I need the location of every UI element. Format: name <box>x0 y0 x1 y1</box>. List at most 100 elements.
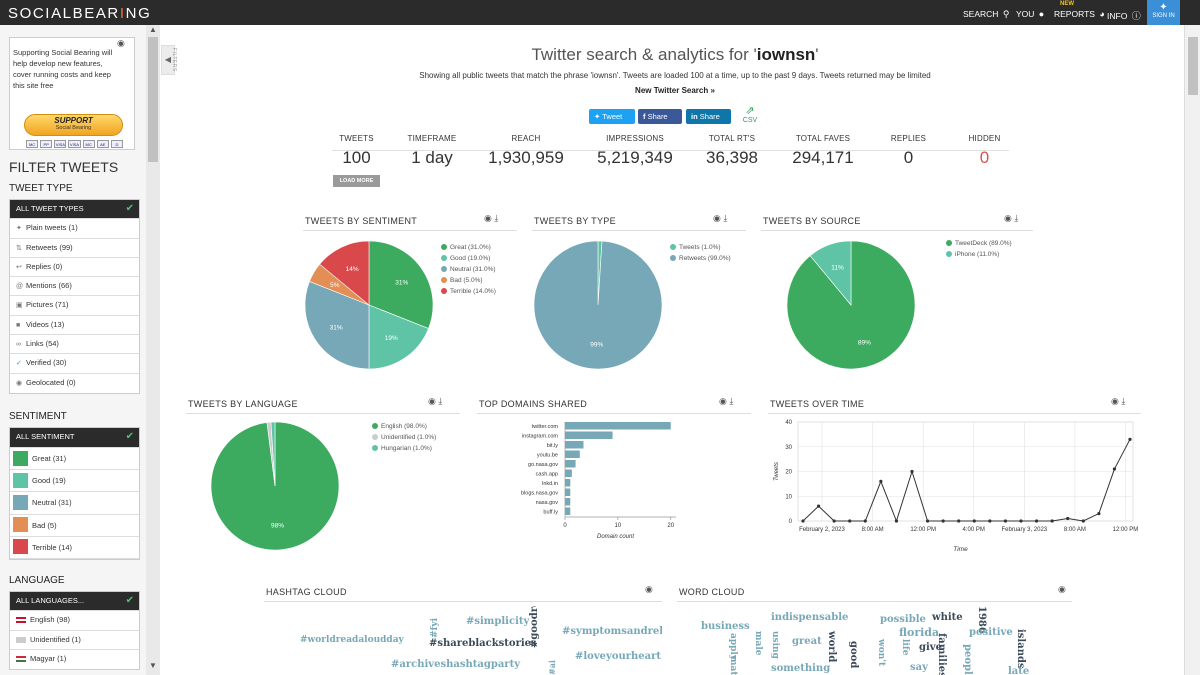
cloud-word[interactable]: great <box>792 636 822 647</box>
filter-sentiment-good[interactable]: Good (19) <box>10 470 139 493</box>
cloud-word[interactable]: good <box>848 641 859 669</box>
line-point[interactable] <box>988 519 992 523</box>
filter-all-tweet-types[interactable]: ALL TWEET TYPES ✔ <box>10 200 139 220</box>
hide-eye-icon[interactable]: ◉ <box>117 38 125 48</box>
pie-slice-great[interactable] <box>368 240 434 329</box>
bar-twitter.com[interactable] <box>565 422 671 430</box>
cloud-word[interactable]: #ai <box>547 660 557 675</box>
bar-lnkd.in[interactable] <box>565 479 571 487</box>
cloud-word[interactable]: #fyi <box>430 617 440 638</box>
filter-geolocated[interactable]: ◉ Geolocated (0) <box>10 374 139 393</box>
legend-item[interactable]: iPhone (11.0%) <box>946 249 1012 260</box>
cloud-word[interactable]: #loveyourheart <box>575 651 662 662</box>
cloud-word[interactable]: #worldreadaloudday <box>300 635 404 645</box>
filter-sentiment-bad[interactable]: Bad (5) <box>10 515 139 537</box>
nav-info[interactable]: INFO ⓘ <box>1107 11 1141 21</box>
line-point[interactable] <box>1112 467 1117 471</box>
download-icon[interactable]: ⤓ <box>723 213 728 223</box>
tweet-share-button[interactable]: ✦ Tweet <box>589 109 635 124</box>
pie-slice-hungarian[interactable] <box>270 421 276 487</box>
line-point[interactable] <box>863 519 867 523</box>
filter-plain-tweets[interactable]: ✦ Plain tweets (1) <box>10 219 139 239</box>
eye-icon[interactable]: ◉ <box>645 584 653 594</box>
scroll-up-arrow-icon[interactable]: ▲ <box>149 25 157 34</box>
legend-item[interactable]: Retweets (99.0%) <box>670 253 731 264</box>
filter-pictures[interactable]: ▣ Pictures (71) <box>10 296 139 316</box>
linkedin-share-button[interactable]: in Share <box>686 109 731 124</box>
new-search-link[interactable]: New Twitter Search » <box>635 86 715 95</box>
filter-links[interactable]: ∞ Links (54) <box>10 335 139 355</box>
eye-icon[interactable]: ◉ <box>1111 396 1119 406</box>
line-point[interactable] <box>832 519 836 523</box>
download-icon[interactable]: ⤓ <box>494 213 499 223</box>
cloud-word[interactable]: families <box>936 633 947 675</box>
line-point[interactable] <box>879 479 883 483</box>
bar-bit.ly[interactable] <box>565 441 584 449</box>
filter-language-english[interactable]: English (98) <box>10 611 139 631</box>
cloud-word[interactable]: won't <box>876 639 886 667</box>
legend-item[interactable]: Neutral (31.0%) <box>441 264 496 275</box>
line-point[interactable] <box>894 519 899 523</box>
eye-icon[interactable]: ◉ <box>713 213 721 223</box>
legend-item[interactable]: Unidentified (1.0%) <box>372 432 436 443</box>
sentiment-pie-chart[interactable]: 31% 19% 31% 5% 14% <box>300 238 440 373</box>
filter-videos[interactable]: ■ Videos (13) <box>10 316 139 336</box>
line-point[interactable] <box>848 519 852 523</box>
cloud-word[interactable]: florida <box>899 626 940 639</box>
site-logo[interactable]: SOCIALBEARING <box>8 5 152 22</box>
download-icon[interactable]: ⤓ <box>1014 213 1019 223</box>
support-button[interactable]: SUPPORT Social Bearing <box>24 114 123 136</box>
nav-search[interactable]: SEARCH ⚲ <box>963 9 1010 19</box>
page-scrollbar[interactable] <box>1184 25 1200 675</box>
pie-slice-retweets[interactable] <box>533 240 663 370</box>
cloud-word[interactable]: business <box>701 621 750 632</box>
line-point[interactable] <box>925 519 930 523</box>
line-point[interactable] <box>1128 437 1132 441</box>
cloud-word[interactable]: late <box>1008 666 1030 675</box>
line-point[interactable] <box>1003 519 1008 523</box>
line-point[interactable] <box>1050 519 1054 523</box>
bar-blogs.nasa.gov[interactable] <box>565 488 571 497</box>
nav-reports[interactable]: REPORTS ◕ <box>1054 9 1105 19</box>
domains-bar-chart[interactable]: twitter.com instagram.com bit.ly youtu.be go… <box>480 418 750 540</box>
eye-icon[interactable]: ◉ <box>719 396 727 406</box>
line-point[interactable] <box>816 504 821 508</box>
cloud-word[interactable]: math <box>728 656 738 675</box>
cloud-word[interactable]: #symptomsandrelief <box>562 626 662 637</box>
cloud-word[interactable]: male <box>753 631 763 656</box>
line-point[interactable] <box>941 519 945 523</box>
cloud-word[interactable]: #shareblackstories <box>429 638 537 649</box>
line-point[interactable] <box>1097 511 1101 516</box>
legend-item[interactable]: Bad (5.0%) <box>441 275 496 286</box>
cloud-word[interactable]: say <box>910 662 928 673</box>
filter-all-languages[interactable]: ALL LANGUAGES... ✔ <box>10 592 139 612</box>
bar-cash.app[interactable] <box>565 469 572 478</box>
legend-item[interactable]: Good (19.0%) <box>441 253 496 264</box>
legend-item[interactable]: Terrible (14.0%) <box>441 286 496 297</box>
filter-sentiment-neutral[interactable]: Neutral (31) <box>10 492 139 515</box>
nav-you[interactable]: YOU ● <box>1016 9 1045 19</box>
eye-icon[interactable]: ◉ <box>428 396 436 406</box>
cloud-word[interactable]: islands <box>1015 629 1026 669</box>
facebook-share-button[interactable]: f Share <box>638 109 682 124</box>
language-pie-chart[interactable]: 98% <box>206 419 346 554</box>
csv-export-button[interactable]: ⇗ CSV <box>740 106 760 125</box>
filter-language-magyar[interactable]: Magyar (1) <box>10 650 139 669</box>
download-icon[interactable]: ⤓ <box>1121 396 1126 406</box>
cloud-word[interactable]: positive <box>969 627 1013 638</box>
sidebar-scrollbar[interactable]: ▲ ▼ <box>146 25 160 675</box>
legend-item[interactable]: Hungarian (1.0%) <box>372 443 436 454</box>
sign-in-button[interactable]: ✦ SIGN IN <box>1147 0 1180 25</box>
type-pie-chart[interactable]: 99% <box>529 238 669 373</box>
line-point[interactable] <box>1066 516 1070 521</box>
pie-slice-good[interactable] <box>368 304 429 370</box>
bar-youtu.be[interactable] <box>565 450 580 459</box>
filter-sentiment-terrible[interactable]: Terrible (14) <box>10 537 139 559</box>
collapse-filters-button[interactable]: ◀ <box>161 45 175 75</box>
bar-go.nasa.gov[interactable] <box>565 460 576 468</box>
line-point[interactable] <box>1019 519 1023 523</box>
line-point[interactable] <box>957 519 961 523</box>
cloud-word[interactable]: indispensable <box>771 612 849 623</box>
cloud-word[interactable]: something <box>771 663 831 674</box>
load-more-button[interactable]: LOAD MORE <box>333 175 380 187</box>
